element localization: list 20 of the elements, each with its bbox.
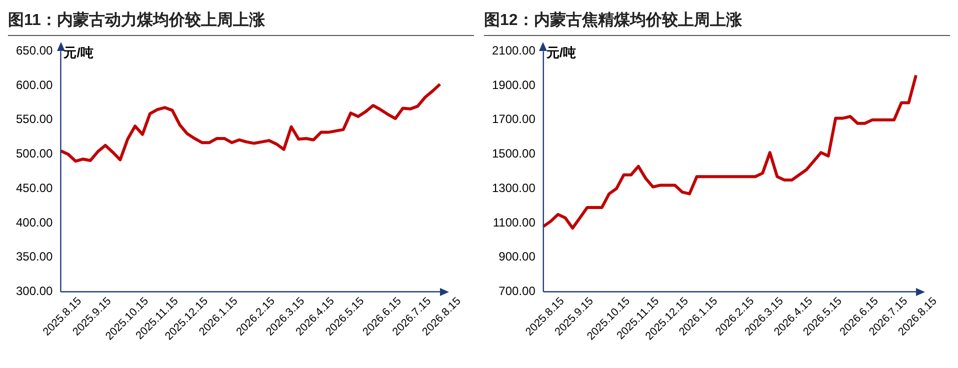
- y-tick-label: 650.00: [16, 44, 54, 58]
- y-tick-label: 350.00: [16, 250, 54, 264]
- y-tick-label: 2100.00: [492, 44, 536, 58]
- y-tick-label: 900.00: [498, 250, 536, 264]
- y-tick-label: 450.00: [16, 180, 54, 195]
- y-tick-label: 500.00: [16, 146, 54, 161]
- y-axis-title: 元/吨: [62, 44, 94, 60]
- y-tick-label: 1100.00: [492, 215, 536, 230]
- y-tick-label: 1300.00: [492, 180, 536, 195]
- y-axis-title: 元/吨: [545, 44, 576, 60]
- y-tick-label: 300.00: [16, 284, 54, 298]
- y-tick-label: 700.00: [498, 284, 536, 298]
- chart-title: 图11：内蒙古动力煤均价较上周上涨: [8, 8, 474, 36]
- y-tick-label: 1500.00: [492, 146, 536, 161]
- y-tick-label: 1900.00: [492, 78, 536, 92]
- y-tick-label: 550.00: [16, 112, 54, 126]
- y-tick-label: 1700.00: [492, 112, 536, 126]
- y-tick-label: 600.00: [16, 78, 54, 92]
- y-tick-label: 400.00: [16, 215, 54, 230]
- chart-title: 图12：内蒙古焦精煤均价较上周上涨: [484, 8, 950, 36]
